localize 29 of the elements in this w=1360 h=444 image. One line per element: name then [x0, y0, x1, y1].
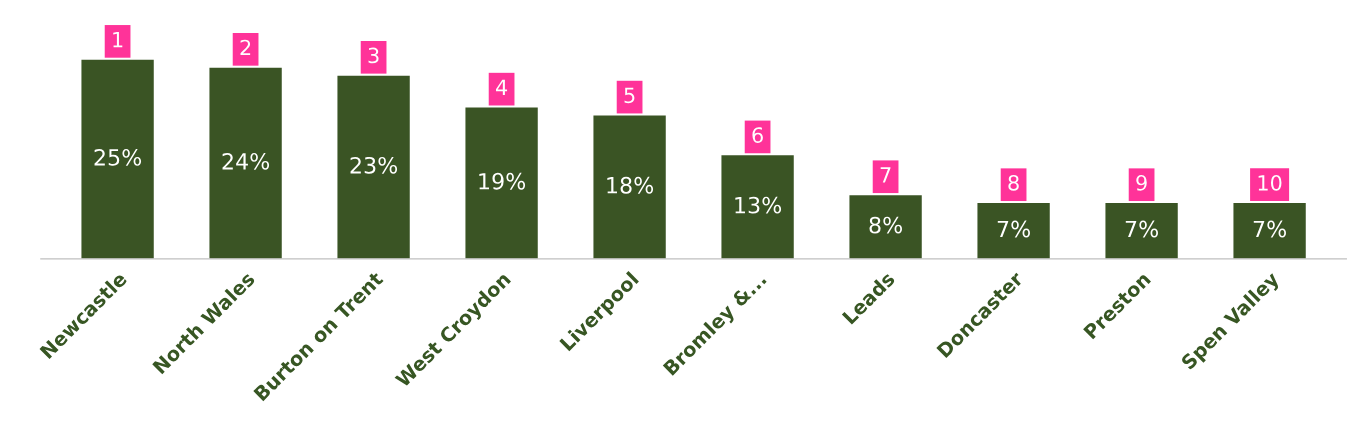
annotation: 1: [113, 31, 123, 48]
annotation: 2: [240, 39, 251, 56]
data-label: 13%: [735, 196, 782, 214]
data-label: 23%: [350, 156, 398, 174]
data-label: 19%: [479, 172, 526, 190]
data-label: 8%: [869, 216, 902, 234]
annotation: 7: [880, 167, 891, 183]
bar: [849, 195, 922, 259]
annotation: 3: [368, 47, 379, 64]
annotation: 8: [1008, 174, 1019, 191]
bar: [81, 59, 154, 259]
data-label: 18%: [607, 176, 654, 194]
bar: [337, 75, 410, 259]
annotation: 10: [1258, 174, 1282, 191]
annotation: 6: [752, 127, 763, 143]
annotation: 5: [624, 87, 635, 104]
data-label: 7%: [997, 220, 1030, 238]
bar: [721, 155, 794, 259]
data-label: 7%: [1253, 220, 1286, 238]
bar: [1105, 203, 1178, 259]
bar: [593, 115, 666, 259]
data-label: 7%: [1125, 220, 1158, 238]
data-label: 24%: [222, 152, 270, 170]
bar: [465, 107, 538, 259]
bar: [977, 203, 1050, 259]
data-label: 25%: [94, 148, 142, 166]
annotation: 9: [1136, 174, 1147, 191]
bar: [209, 67, 282, 259]
annotation: 4: [495, 79, 508, 95]
